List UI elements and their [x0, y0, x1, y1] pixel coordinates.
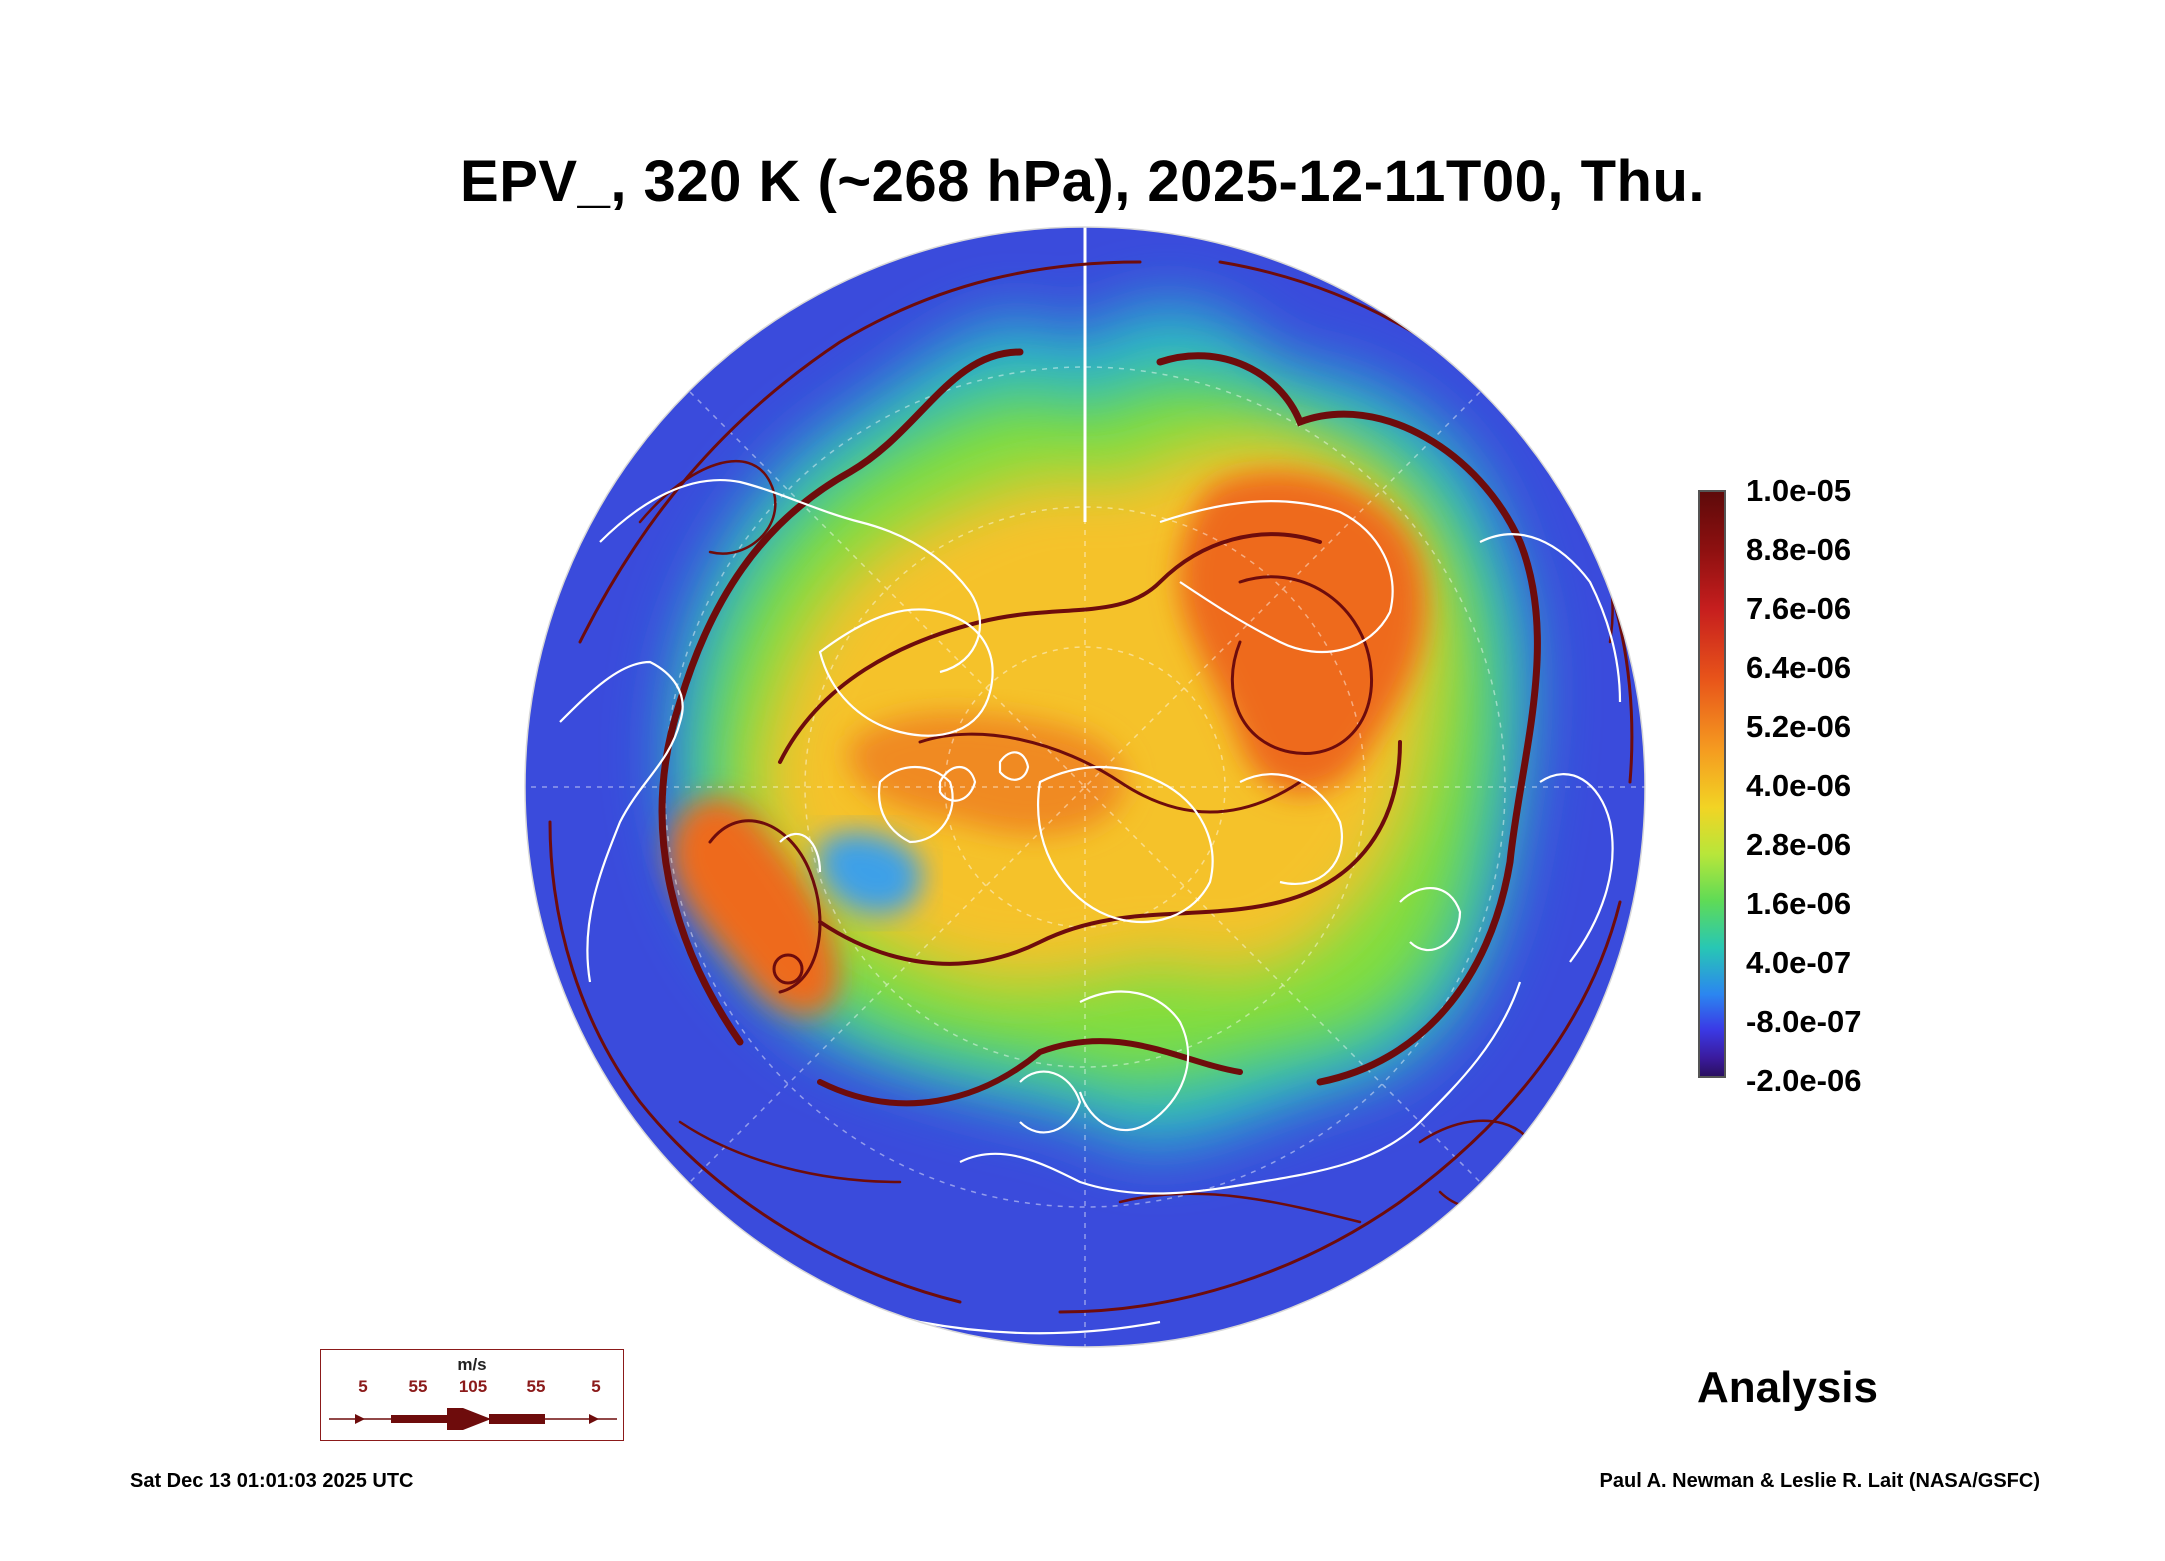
colorbar-label: 5.2e-06	[1746, 709, 1852, 744]
colorbar-label: 6.4e-06	[1746, 650, 1852, 685]
legend-value: 5	[358, 1377, 368, 1396]
colorbar-label: 4.0e-06	[1746, 768, 1852, 803]
legend-value: 55	[526, 1377, 546, 1396]
analysis-label: Analysis	[1697, 1363, 1878, 1412]
colorbar-label: -2.0e-06	[1746, 1063, 1862, 1098]
legend-value: 105	[458, 1377, 488, 1396]
colorbar-label: 8.8e-06	[1746, 532, 1852, 567]
wind-speed-legend: m/s 5 55 105 55 5	[320, 1349, 624, 1441]
legend-value: 55	[408, 1377, 428, 1396]
pv-field-teal-patch	[817, 831, 922, 915]
polar-map	[524, 226, 1646, 1348]
legend-value: 5	[591, 1377, 601, 1396]
pv-field-peak-2	[669, 797, 840, 1016]
timestamp: Sat Dec 13 01:01:03 2025 UTC	[130, 1470, 414, 1492]
pv-field-peak-3	[848, 713, 1126, 836]
streamlines	[548, 260, 1634, 1314]
credit: Paul A. Newman & Leslie R. Lait (NASA/GS…	[1599, 1470, 2040, 1492]
colorbar-label: 7.6e-06	[1746, 591, 1852, 626]
colorbar	[1698, 490, 1726, 1078]
colorbar-label: 1.0e-05	[1746, 473, 1852, 508]
colorbar-label: 4.0e-07	[1746, 945, 1852, 980]
legend-arrow	[329, 1408, 617, 1430]
legend-unit: m/s	[457, 1355, 487, 1374]
colorbar-label: 2.8e-06	[1746, 827, 1852, 862]
colorbar-label: -8.0e-07	[1746, 1004, 1862, 1039]
chart-title: EPV_, 320 K (~268 hPa), 2025-12-11T00, T…	[460, 149, 1705, 214]
colorbar-label: 1.6e-06	[1746, 886, 1852, 921]
